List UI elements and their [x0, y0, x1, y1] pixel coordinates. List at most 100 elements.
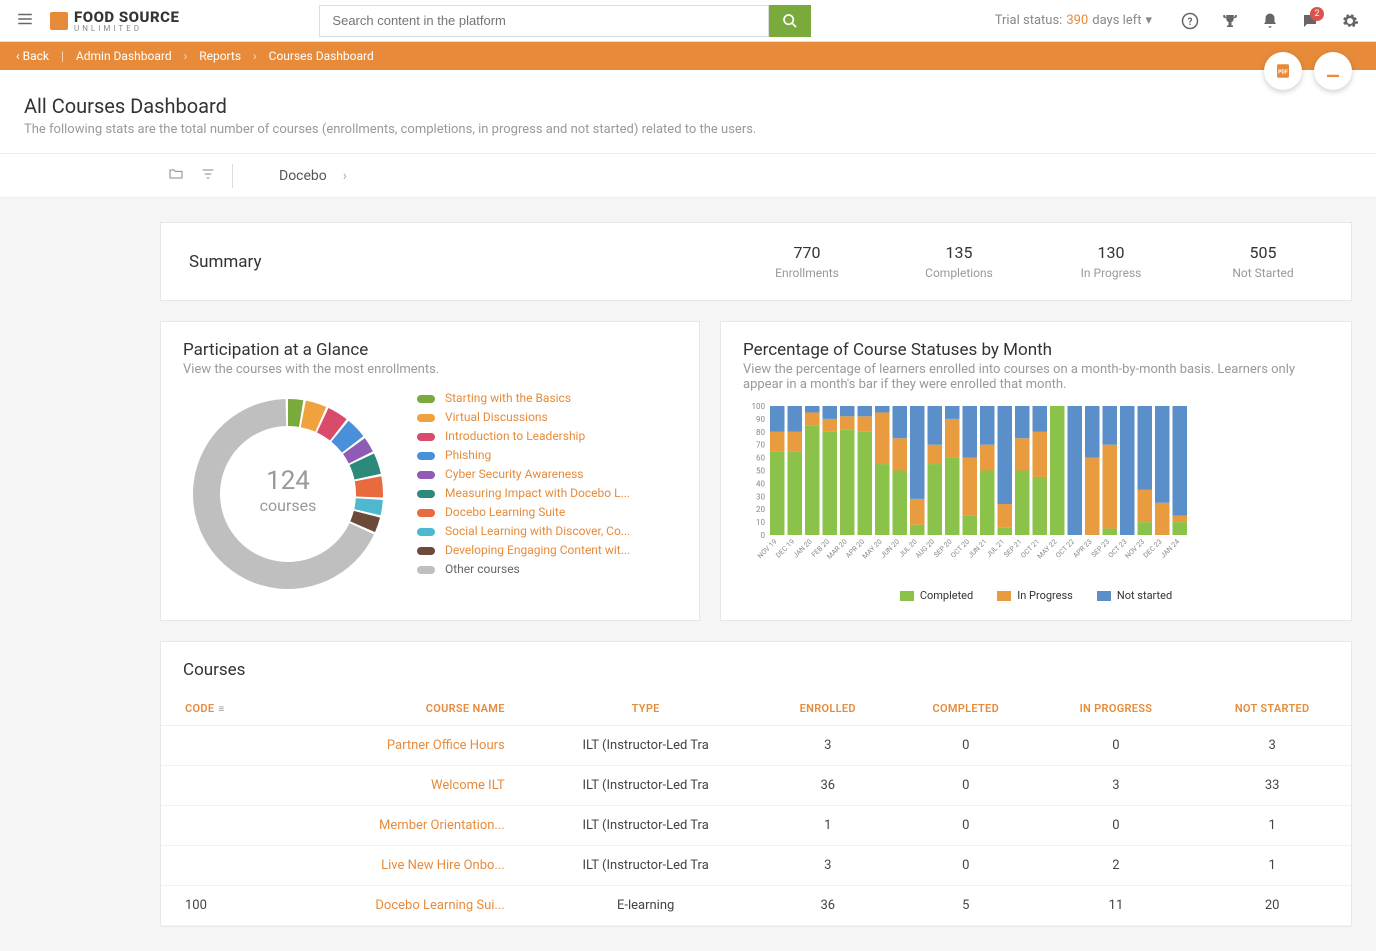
donut-chart: 124 courses — [183, 389, 393, 599]
bell-icon[interactable] — [1252, 3, 1288, 39]
svg-text:20: 20 — [756, 505, 765, 514]
legend-item[interactable]: Completed — [900, 589, 973, 602]
table-row[interactable]: Member Orientation...ILT (Instructor-Led… — [161, 806, 1351, 846]
svg-text:JUL 21: JUL 21 — [985, 538, 1006, 559]
menu-icon[interactable] — [8, 2, 42, 40]
table-header[interactable]: COMPLETED — [893, 692, 1039, 726]
table-row[interactable]: 100Docebo Learning Sui...E-learning36511… — [161, 886, 1351, 926]
svg-text:124: 124 — [266, 466, 310, 496]
breadcrumb-current: Courses Dashboard — [269, 49, 374, 63]
table-header[interactable]: TYPE — [529, 692, 763, 726]
legend-item[interactable]: Measuring Impact with Docebo L... — [417, 484, 630, 503]
legend-item[interactable]: Other courses — [417, 560, 630, 579]
gear-icon[interactable] — [1332, 3, 1368, 39]
svg-text:JAN 20: JAN 20 — [792, 538, 814, 560]
pdf-export-button[interactable]: PDF — [1264, 52, 1302, 90]
topbar: FOOD SOURCE UNLIMITED Trial status: 390 … — [0, 0, 1376, 42]
svg-text:100: 100 — [752, 402, 766, 411]
table-header[interactable]: CODE≡ — [161, 692, 278, 726]
svg-text:?: ? — [1188, 16, 1193, 27]
svg-text:JUN 21: JUN 21 — [967, 538, 989, 560]
topbar-right: Trial status: 390 days left ▾ ? 2 — [979, 3, 1368, 39]
download-button[interactable] — [1314, 52, 1352, 90]
chevron-right-icon: › — [343, 168, 347, 184]
svg-text:NOV 23: NOV 23 — [1124, 538, 1147, 561]
page-header: All Courses Dashboard The following stat… — [0, 70, 1376, 154]
filter-root[interactable]: Docebo — [279, 168, 327, 184]
legend-item[interactable]: Phishing — [417, 446, 630, 465]
page-title: All Courses Dashboard — [24, 94, 1352, 118]
legend-item[interactable]: Starting with the Basics — [417, 389, 630, 408]
summary-stat: 770Enrollments — [747, 243, 867, 280]
summary-stat: 505Not Started — [1203, 243, 1323, 280]
table-row[interactable]: Live New Hire Onbo...ILT (Instructor-Led… — [161, 846, 1351, 886]
breadcrumb-item[interactable]: Reports — [199, 49, 241, 63]
table-header[interactable]: IN PROGRESS — [1039, 692, 1194, 726]
breadcrumb-bar: ‹ Back | Admin Dashboard › Reports › Cou… — [0, 42, 1376, 70]
logo-mark — [50, 12, 68, 30]
search-button[interactable] — [769, 5, 811, 37]
table-header[interactable]: ENROLLED — [763, 692, 893, 726]
search-wrap — [319, 5, 811, 37]
statuses-title: Percentage of Course Statuses by Month — [743, 340, 1329, 360]
svg-text:PDF: PDF — [1278, 69, 1288, 75]
participation-card: Participation at a Glance View the cours… — [160, 321, 700, 621]
summary-card: Summary 770Enrollments135Completions130I… — [160, 222, 1352, 301]
svg-text:JAN 24: JAN 24 — [1159, 538, 1181, 560]
svg-text:40: 40 — [756, 479, 765, 488]
page-description: The following stats are the total number… — [24, 122, 1352, 137]
breadcrumb-item[interactable]: Admin Dashboard — [76, 49, 172, 63]
legend-item[interactable]: Introduction to Leadership — [417, 427, 630, 446]
svg-text:AUG 20: AUG 20 — [914, 538, 936, 560]
legend-item[interactable]: Not started — [1097, 589, 1172, 602]
svg-text:JUN 20: JUN 20 — [879, 538, 901, 560]
svg-text:MAY 20: MAY 20 — [861, 538, 884, 561]
statuses-desc: View the percentage of learners enrolled… — [743, 362, 1329, 392]
legend-item[interactable]: In Progress — [997, 589, 1073, 602]
participation-desc: View the courses with the most enrollmen… — [183, 362, 677, 377]
summary-title: Summary — [189, 252, 747, 272]
search-input[interactable] — [319, 5, 769, 37]
svg-text:MAY 22: MAY 22 — [1036, 538, 1059, 561]
back-link[interactable]: ‹ Back — [16, 49, 49, 63]
svg-text:APR 23: APR 23 — [1072, 538, 1094, 560]
legend-item[interactable]: Docebo Learning Suite — [417, 503, 630, 522]
courses-table-card: Courses CODE≡COURSE NAMETYPEENROLLEDCOMP… — [160, 641, 1352, 927]
notification-badge: 2 — [1310, 7, 1324, 21]
table-header[interactable]: COURSE NAME — [278, 692, 528, 726]
trophy-icon[interactable] — [1212, 3, 1248, 39]
chevron-down-icon: ▾ — [1145, 13, 1152, 28]
participation-title: Participation at a Glance — [183, 340, 677, 360]
svg-text:courses: courses — [260, 496, 317, 515]
svg-text:70: 70 — [756, 441, 765, 450]
stacked-bar-chart: 0102030405060708090100NOV 19DEC 19JAN 20… — [743, 402, 1193, 577]
svg-text:60: 60 — [756, 454, 765, 463]
svg-text:80: 80 — [756, 428, 765, 437]
courses-table: CODE≡COURSE NAMETYPEENROLLEDCOMPLETEDIN … — [161, 692, 1351, 926]
folder-icon[interactable] — [168, 166, 184, 186]
table-row[interactable]: Partner Office HoursILT (Instructor-Led … — [161, 726, 1351, 766]
svg-text:MAR 20: MAR 20 — [826, 538, 849, 561]
legend-item[interactable]: Social Learning with Discover, Co... — [417, 522, 630, 541]
help-icon[interactable]: ? — [1172, 3, 1208, 39]
svg-text:10: 10 — [756, 518, 765, 527]
logo[interactable]: FOOD SOURCE UNLIMITED — [50, 8, 179, 33]
content: Summary 770Enrollments135Completions130I… — [0, 198, 1376, 951]
courses-table-title: Courses — [161, 660, 1351, 692]
legend-item[interactable]: Cyber Security Awareness — [417, 465, 630, 484]
page-actions: PDF — [1264, 52, 1352, 90]
donut-legend: Starting with the BasicsVirtual Discussi… — [417, 389, 630, 579]
legend-item[interactable]: Virtual Discussions — [417, 408, 630, 427]
svg-text:0: 0 — [761, 531, 766, 540]
trial-status[interactable]: Trial status: 390 days left ▾ — [979, 13, 1168, 28]
svg-text:50: 50 — [756, 467, 765, 476]
legend-item[interactable]: Developing Engaging Content wit... — [417, 541, 630, 560]
table-header[interactable]: NOT STARTED — [1193, 692, 1351, 726]
svg-text:NOV 19: NOV 19 — [756, 538, 779, 561]
summary-stat: 135Completions — [899, 243, 1019, 280]
chat-icon[interactable]: 2 — [1292, 3, 1328, 39]
statuses-card: Percentage of Course Statuses by Month V… — [720, 321, 1352, 621]
filter-icon[interactable] — [200, 166, 216, 186]
svg-text:30: 30 — [756, 492, 765, 501]
table-row[interactable]: Welcome ILTILT (Instructor-Led Tra360333 — [161, 766, 1351, 806]
